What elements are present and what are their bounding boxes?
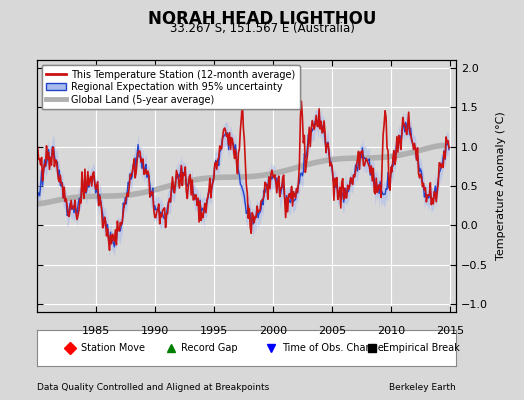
Text: 2000: 2000: [259, 326, 287, 336]
Text: Berkeley Earth: Berkeley Earth: [389, 383, 456, 392]
Text: 2015: 2015: [436, 326, 464, 336]
Text: 2010: 2010: [377, 326, 405, 336]
Text: Data Quality Controlled and Aligned at Breakpoints: Data Quality Controlled and Aligned at B…: [37, 383, 269, 392]
Text: Station Move: Station Move: [81, 343, 145, 353]
Legend: This Temperature Station (12-month average), Regional Expectation with 95% uncer: This Temperature Station (12-month avera…: [41, 65, 300, 110]
Text: Time of Obs. Change: Time of Obs. Change: [282, 343, 384, 353]
Text: Record Gap: Record Gap: [181, 343, 238, 353]
Text: Empirical Break: Empirical Break: [383, 343, 459, 353]
Text: 1995: 1995: [200, 326, 228, 336]
Y-axis label: Temperature Anomaly (°C): Temperature Anomaly (°C): [496, 112, 506, 260]
Text: NORAH HEAD LIGHTHOU: NORAH HEAD LIGHTHOU: [148, 10, 376, 28]
Text: 1985: 1985: [82, 326, 110, 336]
Text: 33.267 S, 151.567 E (Australia): 33.267 S, 151.567 E (Australia): [170, 22, 354, 35]
Text: 1990: 1990: [140, 326, 169, 336]
Text: 2005: 2005: [318, 326, 346, 336]
